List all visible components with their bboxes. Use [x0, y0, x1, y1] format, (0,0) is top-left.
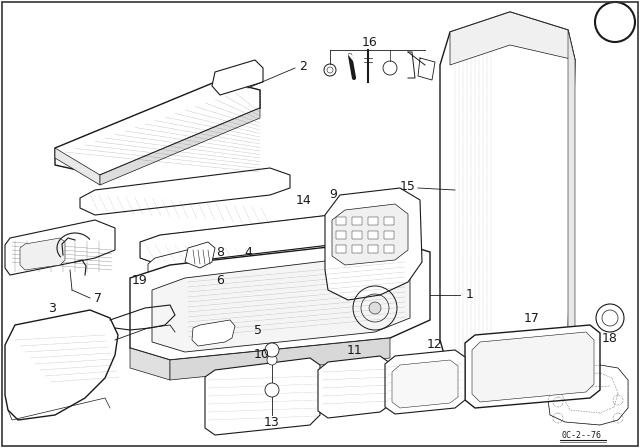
Polygon shape	[450, 12, 575, 65]
Bar	[384, 217, 394, 225]
Text: 18: 18	[602, 332, 618, 345]
Text: 15: 15	[400, 180, 416, 193]
Polygon shape	[5, 310, 118, 420]
Circle shape	[596, 304, 624, 332]
Text: 9: 9	[329, 189, 337, 202]
Polygon shape	[440, 12, 575, 390]
Text: 2: 2	[299, 60, 307, 73]
Bar	[368, 231, 378, 239]
Polygon shape	[55, 148, 100, 185]
Text: 17: 17	[524, 311, 540, 324]
Polygon shape	[318, 356, 390, 418]
Text: 11: 11	[347, 344, 363, 357]
Bar	[336, 245, 346, 253]
Polygon shape	[185, 242, 215, 268]
Bar	[352, 231, 362, 239]
Bar	[336, 231, 346, 239]
Circle shape	[324, 64, 336, 76]
Text: 7: 7	[94, 292, 102, 305]
Bar	[368, 217, 378, 225]
Text: 13: 13	[264, 415, 280, 428]
Text: 16: 16	[362, 35, 378, 48]
Polygon shape	[325, 188, 422, 300]
Polygon shape	[205, 358, 320, 435]
Polygon shape	[152, 255, 410, 352]
Bar	[384, 245, 394, 253]
Polygon shape	[80, 168, 290, 215]
Polygon shape	[392, 360, 458, 408]
Text: 8: 8	[216, 246, 224, 259]
Text: 1: 1	[466, 289, 474, 302]
Polygon shape	[20, 238, 65, 270]
Bar	[368, 245, 378, 253]
Circle shape	[267, 355, 277, 365]
Circle shape	[595, 2, 635, 42]
Bar	[352, 217, 362, 225]
Polygon shape	[100, 108, 260, 185]
Polygon shape	[465, 325, 600, 408]
Circle shape	[265, 383, 279, 397]
Bar	[336, 217, 346, 225]
Polygon shape	[5, 220, 115, 275]
Polygon shape	[212, 60, 263, 95]
Circle shape	[369, 302, 381, 314]
Bar	[384, 231, 394, 239]
Bar	[352, 245, 362, 253]
Circle shape	[383, 61, 397, 75]
Polygon shape	[130, 348, 170, 380]
Text: 4: 4	[244, 246, 252, 259]
Polygon shape	[55, 80, 260, 175]
Polygon shape	[130, 240, 430, 360]
Text: 14: 14	[296, 194, 312, 207]
Polygon shape	[548, 365, 628, 425]
Polygon shape	[385, 350, 465, 414]
Text: 19: 19	[132, 273, 148, 287]
Polygon shape	[148, 248, 205, 288]
Polygon shape	[472, 332, 594, 402]
Text: 6: 6	[216, 273, 224, 287]
Polygon shape	[568, 30, 575, 370]
Text: 10: 10	[254, 349, 270, 362]
Circle shape	[265, 343, 279, 357]
Text: 3: 3	[48, 302, 56, 314]
Text: 0C-2--76: 0C-2--76	[562, 431, 602, 439]
Polygon shape	[192, 320, 235, 346]
Polygon shape	[140, 215, 350, 265]
Text: 12: 12	[427, 339, 443, 352]
Polygon shape	[332, 204, 408, 265]
Text: 5: 5	[254, 323, 262, 336]
Text: 18: 18	[607, 16, 623, 29]
Polygon shape	[170, 338, 390, 380]
